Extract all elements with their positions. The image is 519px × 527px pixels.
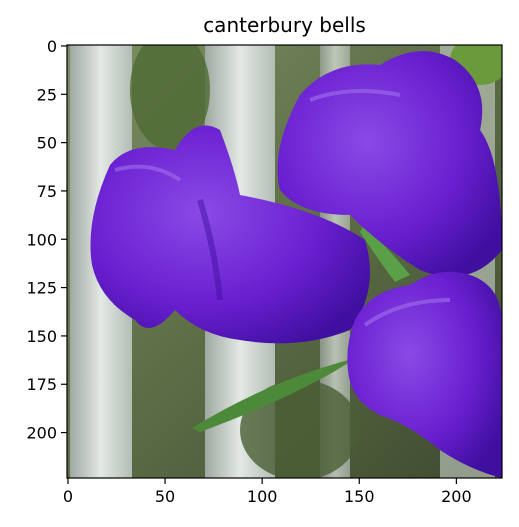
- y-tick-label: 200: [26, 424, 57, 443]
- leaf: [192, 358, 356, 432]
- chart-title: canterbury bells: [203, 13, 366, 37]
- x-tick-label: 0: [63, 487, 73, 506]
- flower-lower-right: [347, 271, 502, 478]
- x-axis: 0 50 100 150 200: [63, 478, 472, 506]
- flower-left: [90, 125, 370, 344]
- y-tick-label: 50: [37, 134, 57, 153]
- y-tick-label: 100: [26, 230, 57, 249]
- x-tick-label: 200: [441, 487, 472, 506]
- y-axis: 0 25 50 75 100 125 150 175 200: [26, 37, 67, 443]
- plot-frame: [66, 44, 503, 479]
- y-tick-label: 125: [26, 279, 57, 298]
- y-tick-label: 25: [37, 85, 57, 104]
- photo: [67, 45, 502, 478]
- x-tick-label: 100: [247, 487, 278, 506]
- flower-upper-right: [277, 51, 502, 277]
- y-tick-label: 150: [26, 327, 57, 346]
- y-tick-label: 75: [37, 182, 57, 201]
- x-tick-label: 50: [155, 487, 175, 506]
- y-tick-label: 0: [47, 37, 57, 56]
- x-tick-label: 150: [344, 487, 375, 506]
- y-tick-label: 175: [26, 375, 57, 394]
